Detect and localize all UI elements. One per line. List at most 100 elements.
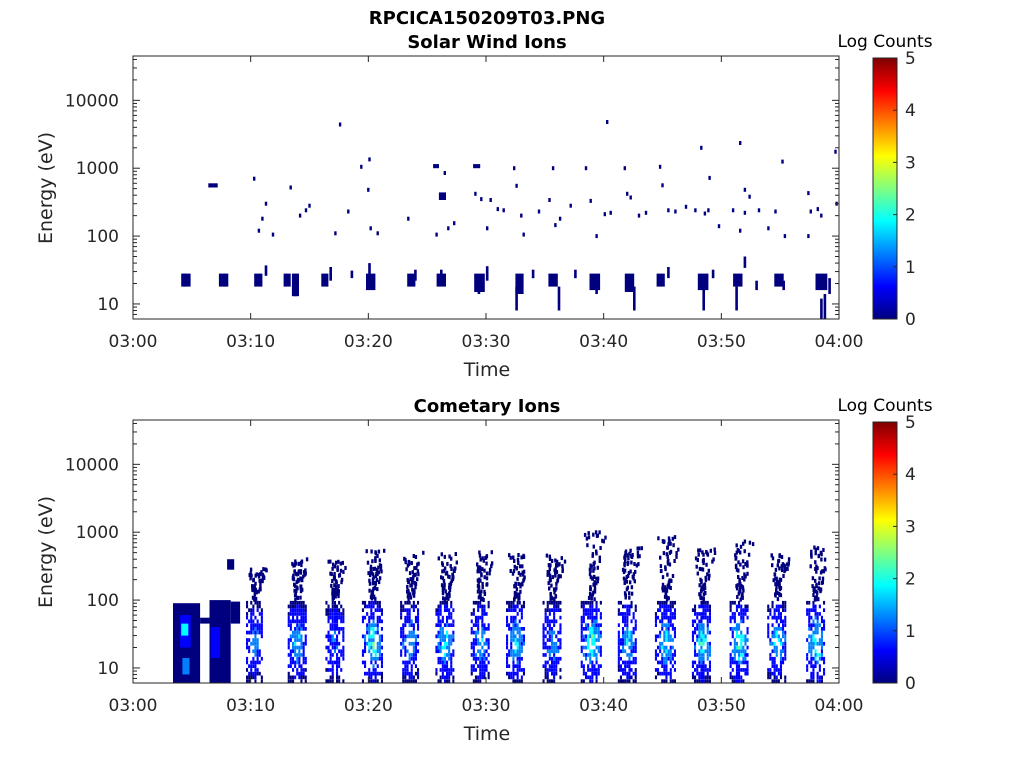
heatmap-cell [370, 641, 373, 646]
heatmap-cell [479, 565, 482, 570]
heatmap-cell [632, 660, 635, 665]
heatmap-cell [740, 594, 743, 598]
heatmap-cell [784, 615, 787, 620]
heatmap-cell [336, 623, 339, 627]
heatmap-cell [661, 656, 664, 661]
heatmap-cell [374, 574, 378, 579]
heatmap-cell [630, 641, 633, 646]
heatmap-cell [666, 572, 669, 577]
heatmap-cell [368, 627, 371, 631]
heatmap-cell [472, 630, 475, 635]
heatmap-cell [450, 641, 453, 646]
heatmap-cell [406, 671, 409, 676]
figure-title: RPCICA150209T03.PNG [369, 8, 605, 29]
heatmap-cell [606, 120, 609, 124]
heatmap-cell [671, 638, 674, 642]
heatmap-cell [738, 675, 741, 680]
heatmap-cell [694, 630, 697, 635]
heatmap-cell [551, 649, 554, 654]
heatmap-cell [442, 596, 445, 601]
heatmap-cell [671, 604, 674, 609]
heatmap-cell [634, 679, 637, 683]
heatmap-cell [479, 679, 482, 683]
heatmap-cell [485, 641, 488, 646]
heatmap-cell [554, 558, 557, 563]
heatmap-cell [518, 608, 521, 612]
heatmap-cell [364, 634, 367, 639]
heatmap-cell [517, 571, 521, 576]
heatmap-cell [412, 679, 415, 683]
heatmap-cell [743, 577, 746, 582]
heatmap-cell [518, 660, 521, 665]
heatmap-cell [587, 535, 591, 540]
heatmap-cell [514, 634, 517, 639]
heatmap-cell [671, 536, 674, 541]
heatmap-cell [559, 608, 562, 612]
heatmap-cells [181, 120, 838, 319]
heatmap-cell [300, 679, 303, 683]
heatmap-cell [808, 623, 811, 627]
heatmap-cell [512, 671, 515, 676]
heatmap-cell [254, 638, 257, 642]
heatmap-cell [448, 588, 452, 592]
heatmap-cell [664, 585, 667, 590]
heatmap-cell [812, 593, 815, 597]
heatmap-cell [739, 141, 742, 145]
x-tick-label: 03:10 [226, 332, 275, 352]
heatmap-cell [784, 641, 787, 646]
heatmap-cell [555, 671, 558, 676]
heatmap-cell [806, 612, 809, 616]
heatmap-cell [743, 572, 746, 577]
heatmap-cell [706, 572, 709, 577]
heatmap-cell [691, 619, 694, 624]
heatmap-cell [342, 679, 345, 683]
heatmap-cell [409, 577, 412, 582]
heatmap-cell [544, 645, 547, 650]
heatmap-cell [808, 679, 811, 683]
heatmap-cell [551, 575, 555, 580]
heatmap-cell [292, 573, 295, 578]
heatmap-cell [684, 204, 688, 209]
heatmap-cell [623, 555, 626, 560]
heatmap-cell [602, 539, 605, 544]
heatmap-cell [745, 563, 749, 568]
heatmap-cell [338, 664, 341, 668]
heatmap-cell [702, 608, 705, 612]
heatmap-cell [663, 671, 666, 676]
heatmap-cell [559, 630, 562, 635]
heatmap-cell [298, 656, 301, 661]
heatmap-cell [546, 671, 549, 676]
heatmap-cell [708, 679, 711, 683]
heatmap-cell [340, 627, 343, 631]
heatmap-cell [595, 679, 598, 683]
heatmap-cell [481, 619, 484, 624]
heatmap-cell [417, 649, 420, 654]
heatmap-cell [254, 627, 257, 631]
heatmap-cell [739, 597, 742, 602]
heatmap-cell [820, 679, 823, 683]
heatmap-cell [669, 604, 672, 609]
heatmap-cell [481, 660, 484, 665]
heatmap-cell [340, 653, 343, 657]
heatmap-cell [630, 560, 633, 565]
heatmap-cell [624, 664, 627, 668]
cometary-panel: Cometary Ions 03:00 03:10 03:20 03:30 03:40 0… [35, 396, 933, 745]
heatmap-cell [481, 556, 484, 561]
heatmap-cell [439, 668, 442, 672]
heatmap-cell [704, 679, 707, 683]
heatmap-cell [546, 675, 549, 680]
heatmap-cell [630, 619, 633, 624]
heatmap-cell [771, 634, 774, 639]
heatmap-cell [329, 627, 332, 631]
heatmap-cell [302, 600, 305, 605]
heatmap-cell [742, 619, 745, 624]
heatmap-cell [623, 166, 626, 171]
heatmap-cell [474, 630, 477, 635]
heatmap-cell [781, 159, 784, 164]
heatmap-cell [698, 671, 701, 676]
heatmap-cell [479, 569, 482, 574]
heatmap-cell [296, 671, 299, 676]
heatmap-cell [593, 627, 596, 631]
heatmap-cell [252, 627, 255, 631]
heatmap-cell [782, 630, 785, 635]
